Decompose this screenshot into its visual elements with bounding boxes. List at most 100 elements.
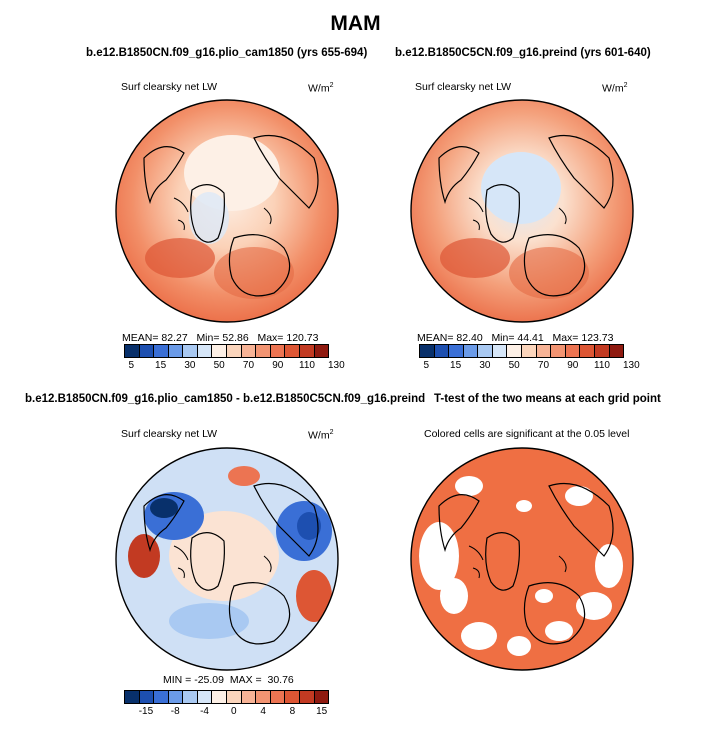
stats-preind: MEAN= 82.40 Min= 44.41 Max= 123.73 [417,332,614,344]
colorbar-swatch [154,345,169,357]
colorbar-swatch [125,345,140,357]
map-boundary [410,99,634,323]
arctic-ocean-region [184,135,280,211]
eurasia-warm-region [214,247,294,299]
colorbar-swatch [256,345,271,357]
variable-label-preind: Surf clearsky net LW [415,81,512,93]
canada-strong-cold-anomaly [150,498,178,518]
colorbar-swatch [434,345,450,357]
colorbar-tick-label: 30 [184,360,196,371]
colorbar-swatch [420,345,435,357]
coastline-north-america [143,494,185,553]
colorbar-tick-label: 90 [272,360,284,371]
units-label-preind: W/m2 [602,82,628,95]
colorbar-ticks-plio: 5 15 30 50 70 90 110 130 [124,360,345,374]
colorbar-swatch [299,345,315,357]
colorbar-swatch [197,691,213,703]
coastline-north-america [438,146,480,205]
eurasia-warm-region [509,247,589,299]
colorbar-swatch [299,691,315,703]
colorbar-swatch [285,345,300,357]
polar-map-ttest [410,447,634,671]
colorbar-swatch [609,345,624,357]
colorbar-tick-label: 90 [567,360,579,371]
colorbar-tick-label: -8 [170,706,180,717]
atlantic-warm-region [145,238,215,278]
colorbar-swatch [183,345,198,357]
colorbar-swatch [285,691,300,703]
colorbar-swatch [212,691,228,703]
colorbar-tick-label: 110 [299,360,316,371]
panel-title-preind: b.e12.B1850C5CN.f09_g16.preind (yrs 601-… [395,47,651,59]
colorbar-preind [419,344,624,358]
coastline-north-america [143,146,185,205]
colorbar-swatch [139,345,155,357]
colorbar-tick-label: 15 [155,360,167,371]
colorbar-tick-label: 5 [423,360,430,371]
colorbar-swatch [241,345,257,357]
colorbar-swatch [183,691,198,703]
coastline-siberia [548,482,614,557]
colorbar-swatch [168,345,184,357]
coastline-north-america [438,494,480,553]
colorbar-swatch [314,345,329,357]
panel-title-ttest: T-test of the two means at each grid poi… [434,393,661,405]
colorbar-swatch [270,691,286,703]
colorbar-swatch [314,691,329,703]
coastline-scandinavia [523,582,586,645]
arctic-cold-region [481,152,561,224]
colorbar-swatch [507,345,523,357]
coastline-scandinavia [228,582,291,645]
colorbar-diff [124,690,329,704]
map-boundary [410,447,634,671]
coastline-siberia [253,482,319,557]
colorbar-swatch [197,345,213,357]
colorbar-swatch [551,345,566,357]
colorbar-ticks-preind: 5 15 30 50 70 90 110 130 [419,360,640,374]
non-significant-cells [419,476,623,656]
colorbar-tick-label: 70 [537,360,550,371]
colorbar-plio [124,344,329,358]
units-label-diff: W/m2 [308,429,334,442]
coastline-scandinavia [523,234,586,297]
colorbar-ticks-diff: -15 -8 -4 0 4 8 15 [124,706,329,720]
map-boundary [115,99,339,323]
colorbar-tick-label: -15 [138,706,154,717]
colorbar-swatch [270,345,286,357]
colorbar-swatch [256,691,271,703]
colorbar-swatch [449,345,464,357]
colorbar-swatch [125,691,140,703]
labrador-warm-anomaly [128,534,160,578]
pacific-warm-anomaly [228,466,260,486]
colorbar-tick-label: 30 [479,360,491,371]
colorbar-tick-label: 15 [316,706,328,717]
colorbar-swatch [565,345,581,357]
polar-map-diff [115,447,339,671]
coastline-greenland [485,532,520,591]
map-boundary [115,447,339,671]
colorbar-tick-label: 50 [213,360,225,371]
coastline-greenland [190,532,225,591]
colorbar-swatch [522,345,537,357]
colorbar-tick-label: 130 [622,360,640,371]
stats-plio: MEAN= 82.27 Min= 52.86 Max= 120.73 [122,332,319,344]
colorbar-swatch [241,691,257,703]
colorbar-swatch [227,345,242,357]
colorbar-swatch [492,345,508,357]
colorbar-tick-label: 70 [242,360,255,371]
siberia-strong-cold-anomaly [297,512,321,540]
coastline-greenland [485,184,520,243]
variable-label-diff: Surf clearsky net LW [121,428,218,440]
ttest-subtitle: Colored cells are significant at the 0.0… [424,428,630,440]
coastline-siberia [253,134,319,209]
units-label-plio: W/m2 [308,82,334,95]
polar-map-preind [410,99,634,323]
variable-label-plio: Surf clearsky net LW [121,81,218,93]
coastline-islands [173,545,272,579]
colorbar-swatch [478,345,493,357]
colorbar-swatch [580,345,595,357]
colorbar-tick-label: 4 [260,706,266,717]
colorbar-tick-label: -4 [200,706,209,717]
colorbar-tick-label: 15 [450,360,462,371]
panel-title-plio: b.e12.B1850CN.f09_g16.plio_cam1850 (yrs … [86,47,368,59]
